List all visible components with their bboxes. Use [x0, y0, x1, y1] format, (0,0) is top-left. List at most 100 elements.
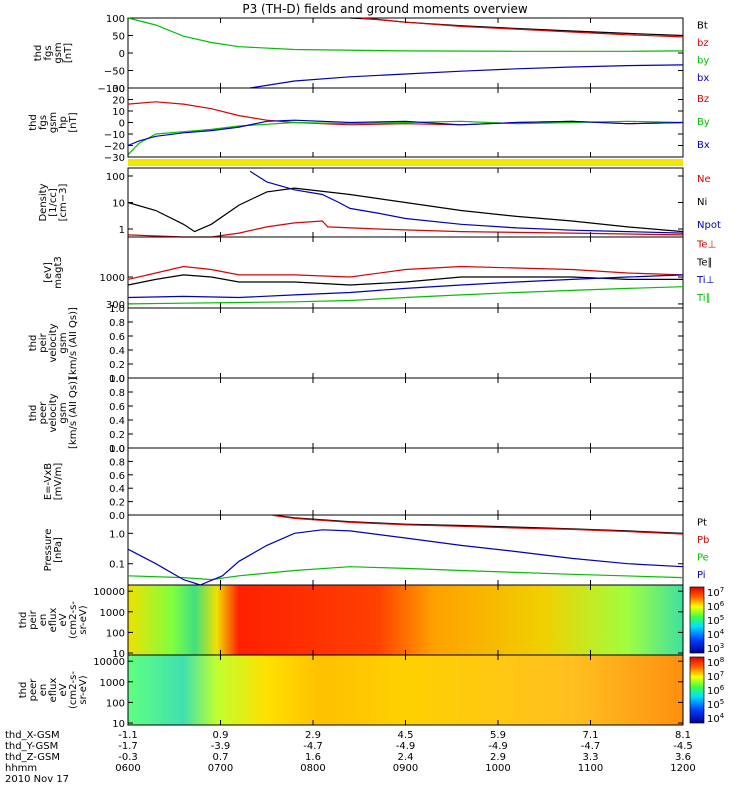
y-tick-label: 0.8 — [109, 457, 125, 468]
colorbar-label: 103 — [707, 642, 724, 655]
ephemeris-row-label: thd_Y-GSM — [5, 741, 58, 752]
panel-frame — [127, 377, 684, 449]
chart-title: P3 (TH-D) fields and ground moments over… — [242, 2, 527, 16]
ephemeris-row-label: thd_X-GSM — [5, 730, 60, 741]
y-tick-label: 0.4 — [109, 416, 125, 427]
y-tick-label: 1000 — [100, 273, 125, 284]
panel-e-field: 1.0 0.8 0.6 0.4 0.2 0.0 E=-VxB[mV/m] — [43, 444, 684, 522]
legend-entry: Pb — [697, 535, 709, 546]
series-Bt — [349, 17, 684, 37]
y-tick-label: −30 — [104, 153, 125, 164]
y-axis-label: Pressure[nPa] — [43, 529, 64, 572]
y-axis-label: [eV]magt3 — [43, 256, 64, 289]
y-tick-label: 10 — [112, 649, 125, 660]
series-Bx — [127, 119, 684, 147]
y-tick-label: 1000 — [100, 678, 125, 689]
panel-frame — [127, 307, 684, 379]
y-tick-label: 0 — [119, 119, 125, 130]
colorbar-label: 107 — [707, 586, 724, 599]
legend-entry: bx — [697, 73, 709, 84]
ephemeris-value: 7.1 — [583, 730, 599, 741]
ephemeris-value: 3.3 — [583, 752, 599, 763]
ephemeris-value: -1.7 — [118, 741, 138, 752]
y-tick-label: 0.8 — [109, 318, 125, 329]
y-axis-label: thdpeervelocitygsm[km/s (AII Qs)] — [28, 377, 79, 449]
ephemeris-value: 0.7 — [213, 752, 229, 763]
colorbar — [689, 656, 705, 724]
ephemeris-value: -4.9 — [396, 741, 416, 752]
y-tick-label: 30 — [112, 84, 125, 95]
legend-entry: By — [697, 117, 710, 128]
legend-entry: Pt — [697, 518, 707, 529]
y-tick-label: 100 — [106, 698, 125, 709]
y-tick-label: 0.6 — [109, 471, 125, 482]
y-axis-label: thdfgsgsm[nT] — [33, 42, 74, 63]
series-By — [127, 120, 684, 156]
y-tick-label: 0.0 — [109, 511, 125, 522]
series-Ni — [127, 187, 684, 233]
panel-fgs-gsm: 100 50 0 −50 −100 thdfgsgsm[nT] Bt bz by bx — [33, 14, 709, 95]
y-axis-label: thdfgsgsmhp[nT] — [28, 112, 79, 133]
series-bx — [250, 64, 684, 89]
panel-frame — [127, 17, 684, 89]
legend-entry: Ne — [697, 174, 711, 185]
panel-pressure: 1.0 0.1 Pressure[nPa] Pt Pb Pe Pi — [43, 514, 709, 586]
ephemeris-value: 0.9 — [213, 730, 229, 741]
ephemeris-value: 4.5 — [398, 730, 414, 741]
legend-entry: Bz — [697, 94, 709, 105]
legend-entry: Te⊥ — [696, 240, 716, 251]
legend-entry: Ti⊥ — [696, 275, 714, 286]
y-axis-label: E=-VxB[mV/m] — [43, 463, 64, 501]
y-tick-label: 100 — [106, 14, 125, 25]
y-tick-label: 10 — [112, 719, 125, 730]
colorbar-label: 108 — [707, 656, 724, 669]
series-Ti⊥ — [127, 274, 684, 299]
y-tick-label: 0.6 — [109, 332, 125, 343]
ephemeris-value: -0.3 — [118, 752, 138, 763]
legend-entry: Pe — [697, 553, 709, 564]
y-tick-label: 10 — [112, 199, 125, 210]
y-axis-label: Density[1/cc][cm−3] — [38, 183, 69, 221]
ephemeris-value: 8.1 — [675, 730, 691, 741]
y-tick-label: 0.4 — [109, 346, 125, 357]
y-tick-label: 0.2 — [109, 430, 125, 441]
colorbar-label: 105 — [707, 698, 724, 711]
y-tick-label: 300 — [106, 300, 125, 311]
ephemeris-value: 1200 — [670, 763, 695, 774]
y-tick-label: 20 — [112, 96, 125, 107]
y-tick-label: 10 — [112, 107, 125, 118]
series-by — [127, 17, 684, 52]
legend-entry: Te∥ — [696, 257, 713, 268]
y-tick-label: 0.0 — [109, 444, 125, 455]
y-tick-label: 10000 — [93, 587, 125, 598]
ephemeris-value: -4.5 — [673, 741, 693, 752]
y-tick-label: 1.0 — [109, 374, 125, 385]
ephemeris-value: -3.9 — [211, 741, 231, 752]
date-label: 2010 Nov 17 — [5, 774, 69, 785]
series-Ti∥ — [127, 286, 684, 305]
y-tick-label: 0.1 — [109, 560, 125, 571]
y-tick-label: 0.0 — [109, 374, 125, 385]
ephemeris-value: -4.9 — [488, 741, 508, 752]
y-axis-label: thdpeerenefluxeV(cm2-s-sr-eV) — [18, 671, 89, 709]
ephemeris-value: -1.1 — [118, 730, 138, 741]
y-tick-label: 0.6 — [109, 402, 125, 413]
ephemeris-value: 2.4 — [398, 752, 414, 763]
ephemeris-value: 1.6 — [305, 752, 321, 763]
ephemeris-row-label: thd_Z-GSM — [5, 752, 60, 763]
y-tick-label: 10000 — [93, 657, 125, 668]
spectrogram — [128, 655, 683, 725]
ephemeris-value: 2.9 — [305, 730, 321, 741]
colorbar-label: 107 — [707, 670, 724, 683]
status-bar — [128, 159, 683, 166]
ephemeris-value: 3.6 — [675, 752, 691, 763]
colorbar-label: 105 — [707, 614, 724, 627]
y-tick-label: 0.8 — [109, 388, 125, 399]
y-tick-label: 1 — [119, 225, 125, 236]
panel-peer-velocity: 1.0 0.8 0.6 0.4 0.2 0.0 thdpeervelocitygsm[km/… — [28, 374, 684, 455]
y-tick-label: 0 — [119, 49, 125, 60]
